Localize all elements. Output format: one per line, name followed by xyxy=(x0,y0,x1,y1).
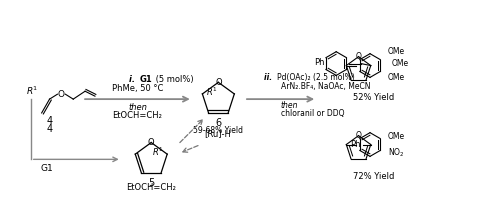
Text: 59-68% Yield: 59-68% Yield xyxy=(193,126,244,135)
Text: 4: 4 xyxy=(46,116,53,126)
Text: G1: G1 xyxy=(139,75,152,84)
Text: 52% Yield: 52% Yield xyxy=(353,93,394,102)
Text: ii.: ii. xyxy=(264,73,275,82)
Text: chloranil or DDQ: chloranil or DDQ xyxy=(280,109,344,118)
Text: 72% Yield: 72% Yield xyxy=(353,172,394,181)
Text: PhMe, 50 °C: PhMe, 50 °C xyxy=(112,84,163,93)
Text: O: O xyxy=(356,52,362,61)
Text: $R^1$: $R^1$ xyxy=(26,85,38,97)
Text: O: O xyxy=(356,131,362,140)
Text: OMe: OMe xyxy=(388,132,405,141)
Text: [Ru]-H: [Ru]-H xyxy=(205,129,231,138)
Text: OMe: OMe xyxy=(392,59,409,68)
Text: $R^1$: $R^1$ xyxy=(206,86,218,98)
Text: i.: i. xyxy=(128,75,137,84)
Text: EtOCH=CH₂: EtOCH=CH₂ xyxy=(113,111,162,120)
Text: 6: 6 xyxy=(215,118,221,128)
Text: G1: G1 xyxy=(41,164,54,173)
Text: 4: 4 xyxy=(46,124,53,134)
Text: Ph: Ph xyxy=(314,58,325,67)
Text: $R^1$: $R^1$ xyxy=(152,146,163,158)
Text: OMe: OMe xyxy=(388,73,405,82)
Text: O: O xyxy=(58,90,65,99)
Text: Pd(OAc)₂ (2.5 mol%): Pd(OAc)₂ (2.5 mol%) xyxy=(277,73,354,82)
Text: then: then xyxy=(128,102,147,112)
Text: OMe: OMe xyxy=(388,47,405,56)
Text: (5 mol%): (5 mol%) xyxy=(153,75,194,84)
Text: NO$_2$: NO$_2$ xyxy=(388,146,404,159)
Text: O: O xyxy=(148,138,154,147)
Text: EtOCH=CH₂: EtOCH=CH₂ xyxy=(126,183,176,192)
Text: ArN₂.BF₄, NaOAc, MeCN: ArN₂.BF₄, NaOAc, MeCN xyxy=(280,82,370,91)
Text: 5: 5 xyxy=(148,178,154,188)
Text: Ph: Ph xyxy=(350,140,360,149)
Text: O: O xyxy=(215,78,222,87)
Text: then: then xyxy=(280,100,298,110)
